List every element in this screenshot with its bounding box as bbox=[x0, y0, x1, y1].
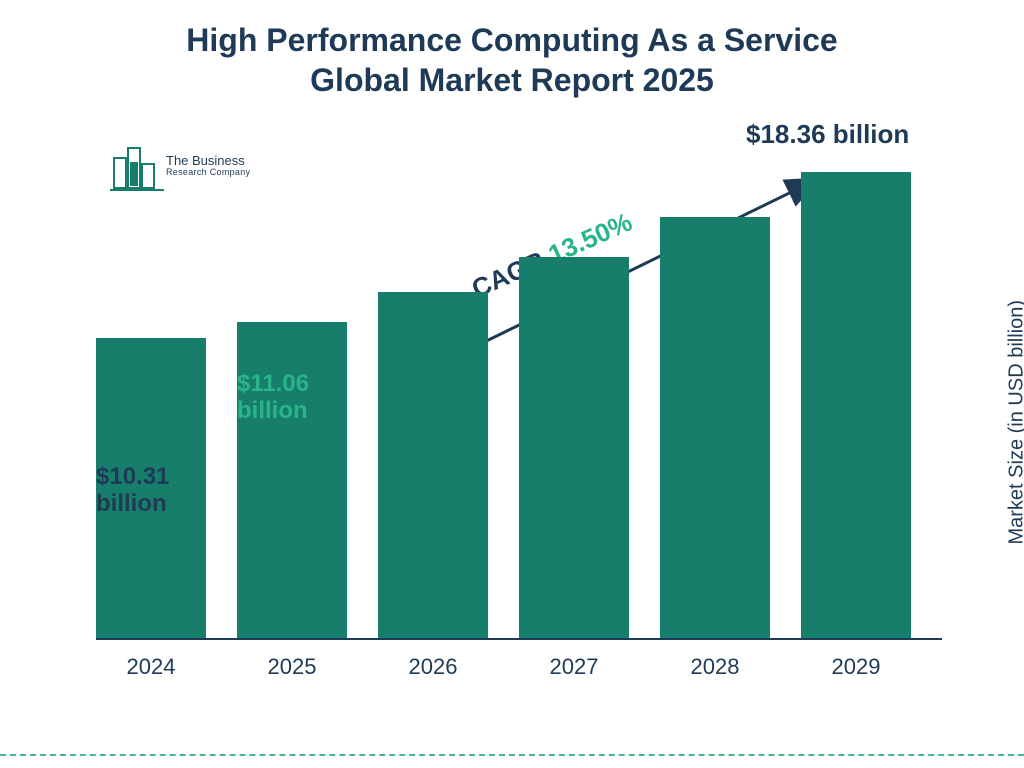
x-label-2026: 2026 bbox=[378, 654, 488, 680]
chart-title: High Performance Computing As a Service … bbox=[0, 20, 1024, 100]
value-callout-2: $18.36 billion bbox=[746, 120, 909, 150]
x-label-2025: 2025 bbox=[237, 654, 347, 680]
bars-group bbox=[96, 160, 942, 640]
value-callout-0: $10.31 billion bbox=[96, 463, 169, 518]
bar-2027 bbox=[519, 257, 629, 640]
x-label-2029: 2029 bbox=[801, 654, 911, 680]
x-label-2027: 2027 bbox=[519, 654, 629, 680]
value-callout-1: $11.06 billion bbox=[237, 370, 309, 425]
chart-container: High Performance Computing As a Service … bbox=[0, 0, 1024, 768]
plot-area: CAGR 13.50% 202420252026202720282029 $10… bbox=[96, 160, 942, 690]
title-line1: High Performance Computing As a Service bbox=[186, 22, 837, 58]
bar-2029 bbox=[801, 172, 911, 640]
x-label-2028: 2028 bbox=[660, 654, 770, 680]
title-line2: Global Market Report 2025 bbox=[310, 62, 714, 98]
footer-divider bbox=[0, 754, 1024, 756]
x-label-2024: 2024 bbox=[96, 654, 206, 680]
bar-2026 bbox=[378, 292, 488, 640]
x-axis-line bbox=[96, 638, 942, 640]
bar-2028 bbox=[660, 217, 770, 640]
y-axis-label: Market Size (in USD billion) bbox=[1006, 300, 1024, 545]
